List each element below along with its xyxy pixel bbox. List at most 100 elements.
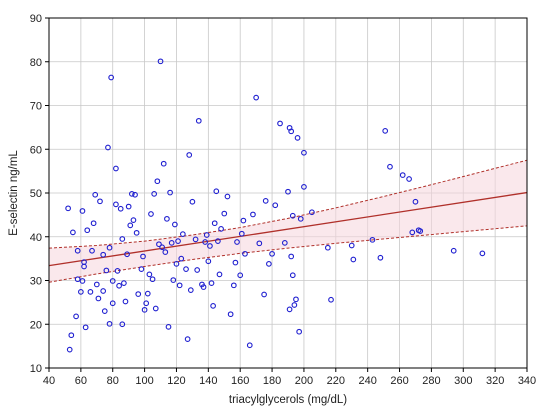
- y-tick-label: 60: [30, 144, 42, 156]
- data-point: [382, 128, 389, 134]
- data-point: [479, 250, 486, 257]
- x-tick-label: 240: [358, 375, 376, 387]
- data-point: [149, 276, 156, 283]
- data-point: [186, 152, 193, 158]
- data-point: [293, 296, 299, 303]
- y-tick-label: 50: [30, 188, 42, 200]
- data-point: [113, 201, 119, 208]
- data-point: [412, 198, 419, 205]
- data-point: [227, 311, 234, 318]
- x-tick-label: 80: [107, 375, 119, 387]
- data-point: [224, 193, 231, 200]
- data-point: [195, 117, 202, 124]
- data-point: [168, 240, 175, 246]
- data-point: [301, 149, 307, 156]
- data-point: [210, 303, 216, 309]
- data-point: [194, 267, 201, 273]
- data-point: [70, 229, 76, 236]
- x-axis-label: triacylglycerols (mg/dL): [229, 394, 347, 406]
- data-point: [138, 266, 145, 272]
- data-point: [406, 176, 412, 182]
- data-point: [192, 236, 199, 243]
- x-tick-label: 320: [486, 375, 504, 387]
- data-point: [286, 306, 293, 313]
- confidence-band: [48, 159, 528, 283]
- confidence-upper-line: [48, 159, 528, 249]
- data-point: [106, 244, 113, 251]
- data-point: [66, 346, 73, 353]
- data-point: [79, 208, 86, 214]
- data-point: [95, 295, 102, 302]
- data-point: [218, 226, 224, 232]
- y-tick-label: 30: [30, 276, 42, 288]
- data-point: [242, 250, 248, 257]
- data-point: [294, 135, 301, 141]
- data-point: [103, 267, 110, 274]
- x-tick-label: 40: [43, 375, 55, 387]
- data-point: [184, 336, 191, 342]
- data-point: [146, 271, 153, 278]
- data-point: [208, 280, 215, 286]
- y-tick-label: 70: [30, 101, 42, 113]
- data-point: [141, 306, 148, 313]
- data-point: [81, 259, 87, 265]
- data-point: [324, 244, 331, 251]
- data-point: [73, 313, 79, 320]
- data-point: [289, 272, 296, 279]
- data-point: [164, 215, 170, 222]
- x-tick-label: 260: [390, 375, 408, 387]
- data-point: [132, 191, 138, 198]
- data-point: [250, 211, 256, 218]
- data-point: [125, 203, 132, 210]
- data-point: [160, 160, 167, 167]
- data-point: [79, 278, 86, 284]
- data-point: [172, 221, 178, 228]
- data-point: [97, 198, 103, 205]
- data-point: [211, 220, 218, 227]
- data-point: [113, 165, 119, 172]
- axes: [45, 17, 528, 372]
- data-point: [130, 217, 137, 223]
- data-point: [176, 282, 183, 289]
- data-point: [309, 209, 315, 216]
- x-tick-label: 220: [327, 375, 345, 387]
- data-point: [152, 305, 159, 312]
- x-tick-label: 280: [422, 375, 440, 387]
- data-point: [78, 289, 84, 295]
- data-point: [133, 229, 140, 236]
- data-point: [100, 288, 107, 294]
- data-point: [105, 144, 111, 151]
- data-point: [82, 324, 89, 331]
- data-point: [213, 188, 220, 195]
- data-point: [170, 277, 177, 283]
- data-point: [246, 342, 253, 349]
- data-point: [148, 211, 154, 217]
- data-point: [114, 268, 121, 274]
- data-point: [291, 302, 298, 308]
- data-point: [117, 205, 124, 212]
- data-point: [90, 220, 97, 227]
- y-tick-label: 20: [30, 319, 42, 331]
- y-tick-labels: 10 20 30 40 50 60 70 80 90: [30, 13, 42, 375]
- confidence-lower-line: [48, 225, 528, 283]
- data-point: [154, 178, 161, 185]
- y-tick-label: 10: [30, 363, 42, 375]
- data-point: [187, 287, 194, 293]
- data-point: [301, 184, 307, 190]
- data-point: [289, 212, 296, 219]
- x-tick-label: 340: [518, 375, 536, 387]
- data-point: [189, 198, 196, 205]
- y-axis-label: E-selectin ng/mL: [8, 150, 20, 236]
- data-point: [272, 202, 279, 209]
- confidence-band-fill: [49, 160, 527, 283]
- data-point: [144, 290, 151, 297]
- data-point: [109, 278, 116, 284]
- data-point: [157, 58, 164, 65]
- data-point: [140, 253, 146, 260]
- data-point: [119, 321, 126, 328]
- data-point: [151, 191, 158, 197]
- data-point: [215, 238, 221, 244]
- data-point: [237, 272, 244, 279]
- data-point: [93, 281, 100, 288]
